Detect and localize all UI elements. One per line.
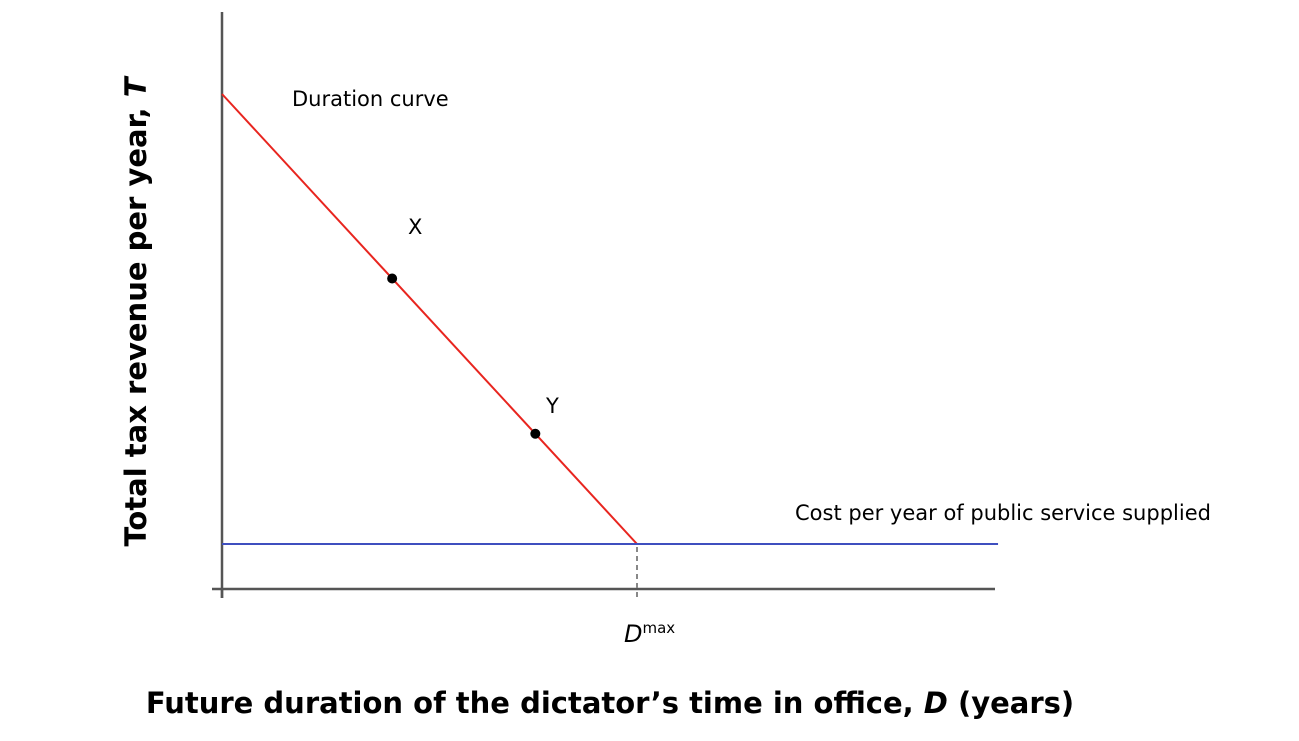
point-x-label: X: [408, 215, 423, 239]
point-y-marker: [530, 428, 541, 439]
duration-curve-label: Duration curve: [292, 87, 449, 111]
y-axis-label: Total tax revenue per year, T: [119, 77, 153, 547]
point-y-label: Y: [546, 394, 559, 418]
x-axis-label: Future duration of the dictator’s time i…: [145, 686, 1075, 720]
cost-line-label: Cost per year of public service supplied: [795, 501, 1211, 525]
x-tick-label-dmax: Dmax: [624, 619, 676, 648]
duration-curve-line: [221, 93, 638, 545]
point-x-marker: [387, 273, 398, 284]
